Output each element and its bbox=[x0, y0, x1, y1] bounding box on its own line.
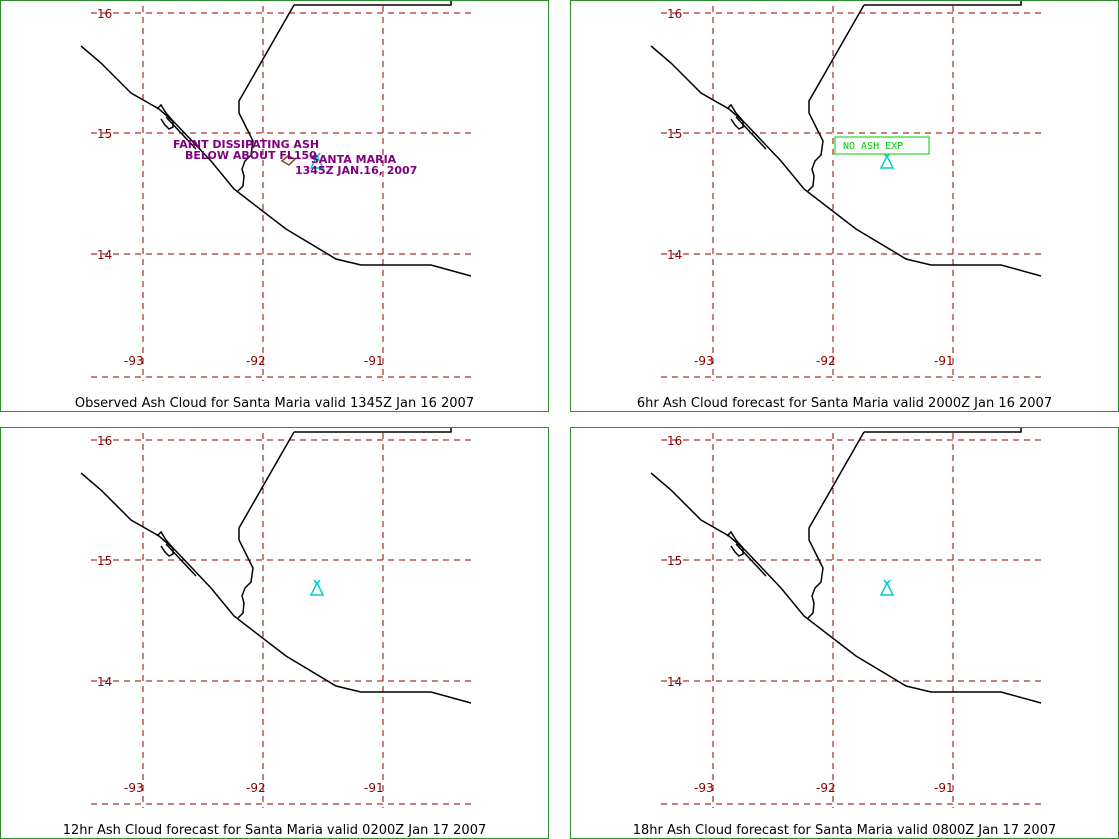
mexico-guatemala-border bbox=[807, 4, 865, 192]
mexico-guatemala-border bbox=[237, 431, 295, 619]
latitude-label: 14 bbox=[667, 675, 682, 689]
panel-caption: Observed Ash Cloud for Santa Maria valid… bbox=[74, 396, 475, 411]
map-canvas: 16 15 14 -93 -92 -91 FAINT DISSIPATING ASHBELO… bbox=[80, 1, 472, 381]
no-ash-stamp-text: NO ASH EXP bbox=[843, 141, 903, 152]
longitude-label: -91 bbox=[364, 354, 384, 368]
pacific-coastline bbox=[80, 472, 472, 704]
volcano-label-text: 1345Z JAN.16, 2007 bbox=[295, 164, 417, 177]
volcano-triangle-icon bbox=[309, 579, 325, 596]
map-canvas: 16 15 14 -93 -92 -91 bbox=[80, 428, 472, 808]
latitude-label: 16 bbox=[97, 7, 112, 21]
northern-border bbox=[294, 1, 452, 6]
map-panel-6hr: 16 15 14 -93 -92 -91 NO ASH EXP 6hr Ash Cloud f… bbox=[570, 0, 1119, 412]
longitude-label: -92 bbox=[246, 354, 266, 368]
latitude-label: 16 bbox=[97, 434, 112, 448]
ash-cloud-polygon bbox=[280, 155, 297, 166]
coastal-detail bbox=[735, 543, 767, 577]
pacific-coastline bbox=[80, 45, 472, 277]
pacific-coastline bbox=[650, 472, 1042, 704]
mexico-guatemala-border bbox=[807, 431, 865, 619]
longitude-label: -93 bbox=[124, 354, 144, 368]
coastal-detail bbox=[165, 116, 197, 150]
volcano-label-text: SANTA MARIA bbox=[311, 153, 397, 166]
volcano-triangle-icon bbox=[879, 579, 895, 596]
latitude-label: 14 bbox=[97, 675, 112, 689]
no-ash-stamp-box bbox=[834, 136, 930, 155]
northern-border bbox=[294, 428, 452, 433]
latitude-label: 14 bbox=[97, 248, 112, 262]
longitude-label: -91 bbox=[934, 781, 954, 795]
longitude-label: -93 bbox=[694, 781, 714, 795]
map-panel-18hr: 16 15 14 -93 -92 -91 18hr Ash Cloud forecast f… bbox=[570, 427, 1119, 839]
coastal-detail bbox=[165, 543, 197, 577]
map-canvas: 16 15 14 -93 -92 -91 bbox=[650, 428, 1042, 808]
panel-caption: 6hr Ash Cloud forecast for Santa Maria v… bbox=[636, 396, 1053, 411]
northern-border bbox=[864, 1, 1022, 6]
northern-border bbox=[864, 428, 1022, 433]
panel-caption: 12hr Ash Cloud forecast for Santa Maria … bbox=[62, 823, 487, 838]
pacific-coastline bbox=[650, 45, 1042, 277]
longitude-label: -92 bbox=[816, 781, 836, 795]
volcano-triangle-icon bbox=[309, 152, 325, 169]
latitude-label: 15 bbox=[97, 127, 112, 141]
map-canvas: 16 15 14 -93 -92 -91 NO ASH EXP bbox=[650, 1, 1042, 381]
latitude-label: 14 bbox=[667, 248, 682, 262]
longitude-label: -91 bbox=[364, 781, 384, 795]
map-panel-12hr: 16 15 14 -93 -92 -91 12hr Ash Cloud forecast f… bbox=[0, 427, 549, 839]
longitude-label: -93 bbox=[694, 354, 714, 368]
ash-annotation-text: FAINT DISSIPATING ASH bbox=[173, 138, 319, 151]
mexico-guatemala-border bbox=[237, 4, 295, 192]
panel-caption: 18hr Ash Cloud forecast for Santa Maria … bbox=[632, 823, 1057, 838]
longitude-label: -92 bbox=[246, 781, 266, 795]
volcano-triangle-icon bbox=[879, 152, 895, 169]
latitude-label: 15 bbox=[667, 127, 682, 141]
latitude-label: 15 bbox=[97, 554, 112, 568]
ash-annotation-text: BELOW ABOUT FL150 bbox=[185, 149, 317, 162]
longitude-label: -93 bbox=[124, 781, 144, 795]
coastal-detail bbox=[735, 116, 767, 150]
latitude-label: 15 bbox=[667, 554, 682, 568]
longitude-label: -92 bbox=[816, 354, 836, 368]
latitude-label: 16 bbox=[667, 434, 682, 448]
longitude-label: -91 bbox=[934, 354, 954, 368]
map-panel-observed: 16 15 14 -93 -92 -91 FAINT DISSIPATING ASH BELO… bbox=[0, 0, 549, 412]
latitude-label: 16 bbox=[667, 7, 682, 21]
